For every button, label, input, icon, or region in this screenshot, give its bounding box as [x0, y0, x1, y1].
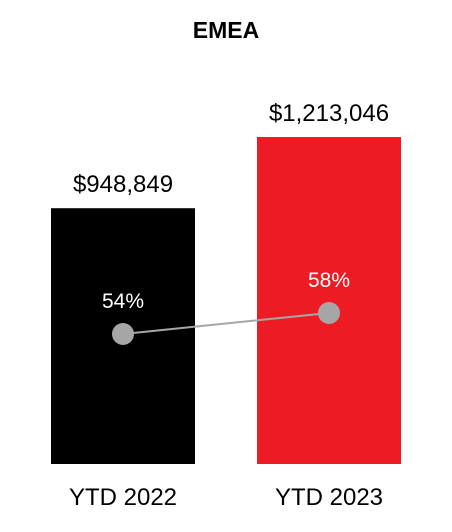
- percentage-label-1: 58%: [308, 269, 350, 292]
- bars-group: [51, 137, 401, 464]
- bar-ytd-2023: [257, 137, 401, 464]
- value-label-1: $1,213,046: [269, 100, 389, 127]
- percentage-label-0: 54%: [102, 290, 144, 313]
- category-label-1: YTD 2023: [275, 484, 383, 511]
- chart-title: EMEA: [193, 17, 259, 43]
- percentage-line: [122, 312, 330, 335]
- percentage-line-group: 54% 58%: [102, 269, 350, 345]
- percentage-point-1: [318, 302, 340, 324]
- percentage-point-0: [112, 323, 134, 345]
- labels-group: $948,849 YTD 2022 $1,213,046 YTD 2023: [69, 100, 389, 511]
- category-label-0: YTD 2022: [69, 484, 177, 511]
- value-label-0: $948,849: [73, 171, 173, 198]
